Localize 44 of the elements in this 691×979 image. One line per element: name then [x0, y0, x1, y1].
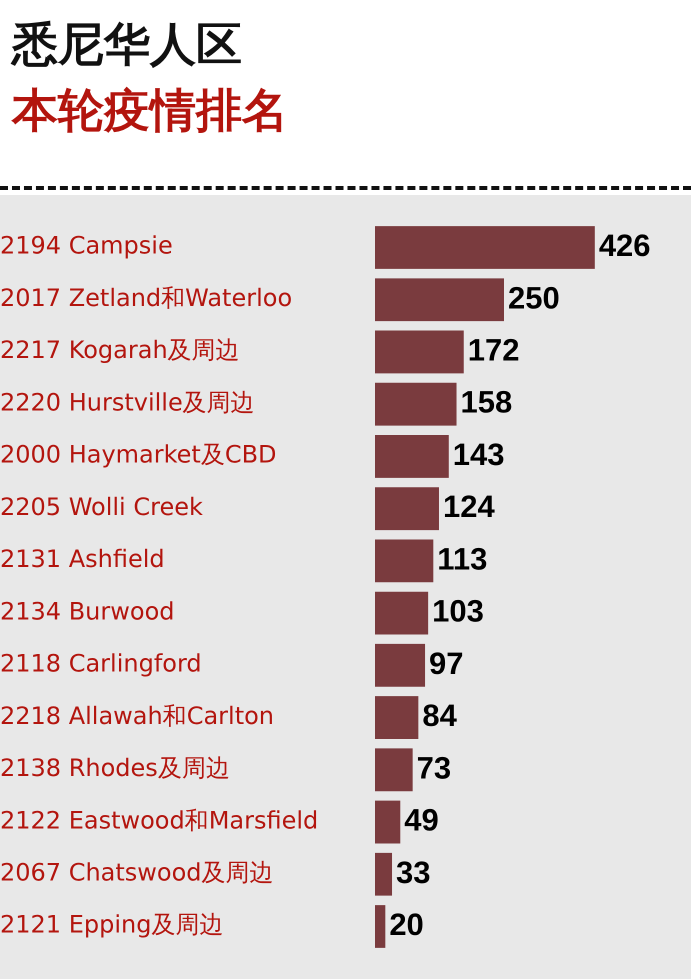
- y-tick-label: 2220 Hurstville及周边: [0, 388, 255, 416]
- chart-title: 悉尼华人区: [12, 16, 243, 73]
- bar: [375, 696, 418, 739]
- data-label: 84: [422, 698, 458, 734]
- y-tick-label: 2121 Epping及周边: [0, 910, 224, 939]
- bar: [375, 800, 400, 844]
- data-label: 33: [396, 854, 431, 890]
- bar: [375, 382, 457, 426]
- bar: [375, 330, 464, 374]
- bar: [375, 226, 595, 269]
- data-label: 124: [442, 489, 496, 524]
- y-tick-label: 2134 Burwood: [0, 597, 174, 626]
- bar: [375, 905, 386, 948]
- data-label: 158: [460, 384, 512, 420]
- y-tick-label: 2118 Carlingford: [0, 650, 202, 678]
- bar: [375, 592, 428, 635]
- data-label: 426: [598, 228, 651, 264]
- y-tick-label: 2122 Eastwood和Marsfield: [0, 806, 318, 834]
- data-label: 73: [416, 750, 452, 786]
- y-tick-label: 2131 Ashfield: [0, 545, 165, 574]
- bar: [375, 487, 439, 530]
- data-label: 172: [468, 332, 520, 368]
- y-tick-label: 2205 Wolli Creek: [0, 492, 203, 521]
- y-tick-label: 2218 Allawah和Carlton: [0, 702, 274, 730]
- data-label: 20: [389, 907, 424, 942]
- bar: [375, 539, 434, 582]
- y-tick-label: 2017 Zetland和Waterloo: [0, 284, 292, 312]
- bar: [375, 644, 426, 687]
- y-tick-label: 2217 Kogarah及周边: [0, 336, 240, 364]
- y-tick-label: 2138 Rhodes及周边: [0, 754, 230, 782]
- data-label: 143: [452, 436, 505, 472]
- bar: [375, 852, 392, 896]
- data-label: 113: [437, 541, 488, 576]
- y-tick-label: 2000 Haymarket及CBD: [0, 440, 277, 469]
- y-tick-label: 2194 Campsie: [0, 232, 173, 260]
- data-label: 250: [508, 280, 560, 316]
- data-label: 49: [404, 802, 439, 838]
- y-tick-label: 2067 Chatswood及周边: [0, 858, 274, 886]
- bar: [375, 278, 504, 322]
- bar: [375, 435, 449, 478]
- bar: [375, 748, 413, 792]
- data-label: 103: [432, 594, 484, 629]
- chart-subtitle: 本轮疫情排名: [12, 82, 289, 139]
- data-label: 97: [429, 646, 464, 681]
